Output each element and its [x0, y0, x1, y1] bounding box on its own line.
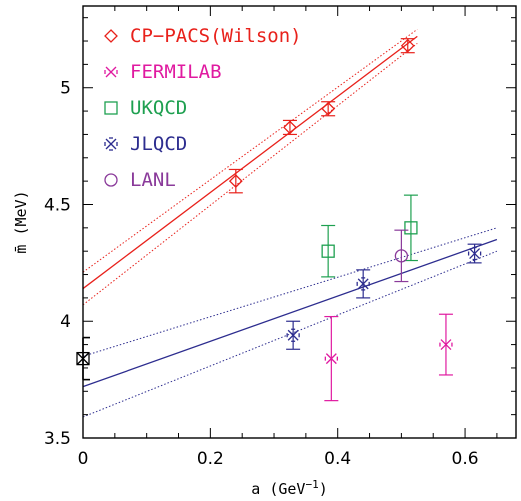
- x-tick-label: 0.2: [197, 449, 224, 469]
- y-tick-label: 5: [60, 79, 71, 99]
- data-point: [286, 320, 301, 350]
- data-points: [76, 38, 482, 402]
- fit-band-upper: [82, 28, 418, 273]
- circle-marker: [104, 173, 118, 187]
- fit-line: [82, 35, 418, 290]
- data-point: [403, 194, 418, 262]
- diamond-marker: [228, 174, 243, 189]
- y-tick-label: 3.5: [44, 429, 71, 449]
- data-point: [282, 119, 297, 136]
- data-point: [321, 224, 336, 278]
- legend-item: UKQCD: [104, 97, 187, 119]
- axes: 0 0.2 0.4 0.6 3.5 4 4.5 5: [44, 5, 517, 469]
- legend-label: LANL: [130, 169, 176, 191]
- x-tick-label: 0.6: [452, 449, 479, 469]
- legend-label: JLQCD: [130, 133, 187, 155]
- square-marker: [321, 244, 335, 258]
- x-tick-label: 0: [78, 449, 89, 469]
- circle-marker: [394, 249, 409, 263]
- legend-label: FERMILAB: [130, 61, 222, 83]
- square-marker: [104, 101, 118, 115]
- data-point: [400, 38, 415, 54]
- legend-item: FERMILAB: [104, 61, 222, 83]
- diamond-marker: [400, 38, 415, 53]
- x-tick-label: 0.4: [324, 449, 351, 469]
- fit-band-lower: [82, 42, 418, 306]
- fit-band-upper: [82, 227, 498, 357]
- legend-item: CP−PACS(Wilson): [104, 25, 302, 47]
- y-tick-label: 4.5: [44, 195, 71, 215]
- star-marker-stroke: [105, 138, 117, 150]
- cross-marker-stroke: [440, 339, 452, 351]
- legend-item: JLQCD: [104, 133, 187, 155]
- legend: CP−PACS(Wilson) FERMILAB UKQCD JLQCD LANL: [104, 25, 302, 191]
- fit-line: [82, 238, 498, 388]
- y-axis-label: m̄ (MeV): [12, 190, 30, 253]
- plot-frame: [82, 5, 517, 439]
- data-point: [321, 101, 336, 117]
- data-point: [394, 229, 409, 283]
- x-axis-label: a (GeV−1): [251, 478, 327, 498]
- diamond-marker: [104, 29, 118, 43]
- star-marker-stroke: [287, 329, 299, 341]
- y-tick-label: 4: [60, 312, 71, 332]
- cross-marker-stroke: [325, 353, 337, 365]
- legend-label: UKQCD: [130, 97, 187, 119]
- data-point: [356, 269, 371, 299]
- square-marker: [404, 221, 418, 235]
- legend-label: CP−PACS(Wilson): [130, 25, 302, 47]
- data-point: [228, 168, 243, 194]
- legend-item: LANL: [104, 169, 176, 191]
- fit-band-lower: [82, 250, 498, 418]
- fit-lines: [82, 28, 498, 418]
- diamond-marker: [321, 101, 336, 116]
- star-marker-stroke: [357, 278, 369, 290]
- data-point: [438, 313, 453, 376]
- data-point: [324, 315, 339, 402]
- diamond-marker: [283, 120, 297, 135]
- star-marker-stroke: [469, 248, 481, 259]
- cross-marker-stroke: [105, 66, 117, 78]
- data-point: [467, 243, 482, 264]
